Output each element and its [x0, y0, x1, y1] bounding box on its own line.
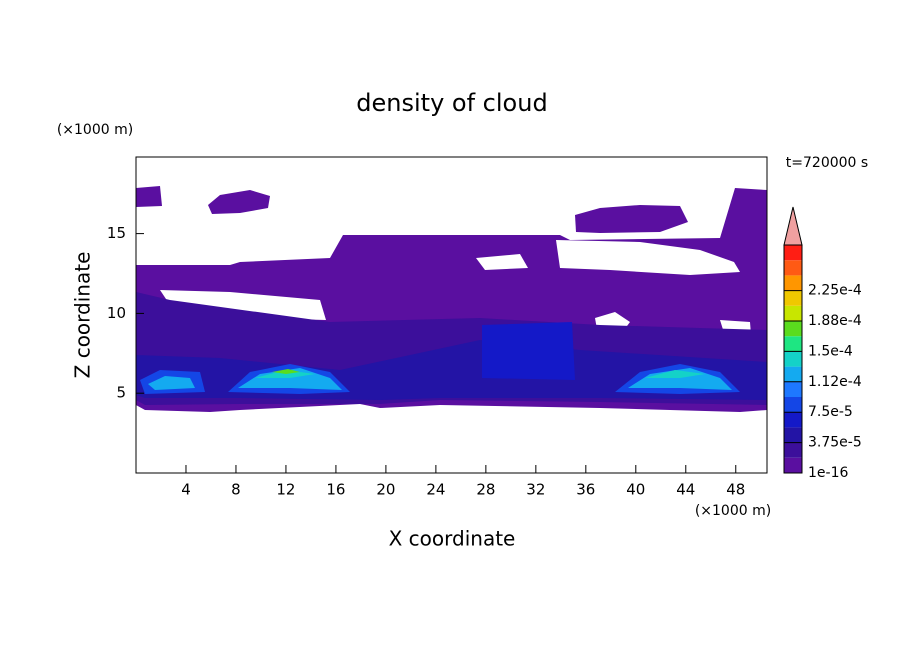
contour-field [136, 186, 767, 412]
time-label: t=720000 s [786, 155, 868, 171]
x-tick-label: 48 [726, 481, 745, 499]
colorbar-label: 1e-16 [808, 465, 848, 481]
colorbar-band [784, 275, 802, 291]
x-tick-label: 32 [526, 481, 545, 499]
x-tick-label: 44 [676, 481, 695, 499]
colorbar-band [784, 366, 802, 382]
cloud-region [148, 376, 195, 390]
cloud-region [136, 186, 162, 207]
cloud-region [272, 369, 300, 374]
x-tick-label: 12 [276, 481, 295, 499]
plot-frame [135, 156, 768, 474]
x-tick-label: 24 [426, 481, 445, 499]
chart-title: density of cloud [356, 89, 547, 117]
x-unit: (×1000 m) [695, 503, 771, 519]
colorbar-band [784, 305, 802, 321]
y-unit: (×1000 m) [57, 122, 133, 138]
cloud-gap [556, 240, 740, 275]
colorbar-band [784, 351, 802, 367]
y-tick-label: 15 [107, 224, 126, 242]
colorbar-label: 3.75e-5 [808, 435, 862, 451]
cloud-region [645, 370, 705, 378]
colorbar-band [784, 442, 802, 458]
y-tick-label: 5 [116, 384, 126, 402]
colorbar-band [784, 290, 802, 306]
x-tick-label: 20 [376, 481, 395, 499]
colorbar-band [784, 427, 802, 443]
colorbar-label: 1.5e-4 [808, 343, 853, 359]
x-tick-label: 4 [181, 481, 191, 499]
x-axis-title: X coordinate [389, 527, 516, 551]
colorbar-label: 2.25e-4 [808, 283, 862, 299]
cloud-region [575, 205, 688, 233]
cloud-region [482, 322, 575, 380]
colorbar-band [784, 260, 802, 276]
colorbar-band [784, 397, 802, 413]
colorbar-band [784, 381, 802, 397]
x-tick-label: 36 [576, 481, 595, 499]
cloud-gap [160, 290, 326, 320]
colorbar-extension [783, 206, 803, 246]
colorbar-band [784, 457, 802, 473]
cloud-gap [476, 254, 528, 270]
colorbar-band [784, 245, 802, 261]
colorbar-band [784, 321, 802, 337]
x-tick-label: 28 [476, 481, 495, 499]
colorbar-band [784, 336, 802, 352]
colorbar-band [784, 412, 802, 428]
x-tick-label: 8 [231, 481, 241, 499]
cloud-region [238, 368, 342, 390]
colorbar-label: 7.5e-5 [808, 404, 853, 420]
y-axis-title: Z coordinate [71, 252, 95, 379]
colorbar-label: 1.88e-4 [808, 313, 862, 329]
cloud-region [208, 190, 270, 214]
x-tick-label: 16 [326, 481, 345, 499]
cloud-region [628, 368, 732, 390]
y-tick-label: 10 [107, 304, 126, 322]
x-tick-label: 40 [626, 481, 645, 499]
colorbar-label: 1.12e-4 [808, 374, 862, 390]
